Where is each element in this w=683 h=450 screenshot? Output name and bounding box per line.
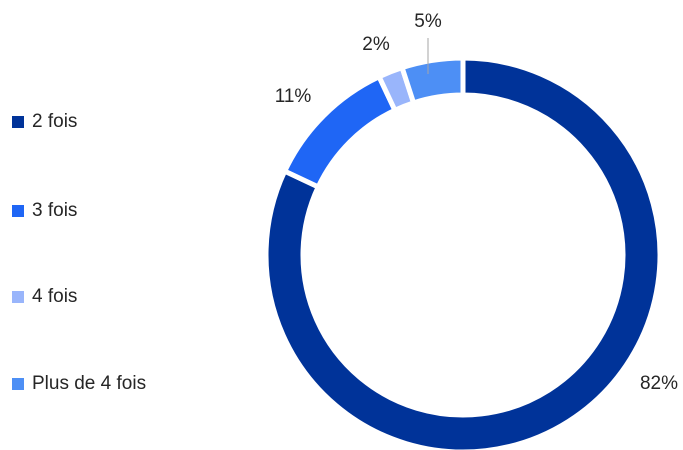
data-label: 2% <box>362 34 390 55</box>
legend-label: 4 fois <box>32 286 77 307</box>
legend-swatch <box>12 116 24 128</box>
legend-label: 3 fois <box>32 200 77 221</box>
data-label: 82% <box>640 373 678 394</box>
data-label: 11% <box>275 86 312 107</box>
legend-swatch <box>12 378 24 390</box>
donut-slice <box>398 55 466 106</box>
legend-label: 2 fois <box>32 111 77 132</box>
legend-swatch <box>12 291 24 303</box>
donut-slice <box>263 55 663 450</box>
legend-swatch <box>12 205 24 217</box>
legend-label: Plus de 4 fois <box>32 373 146 394</box>
data-label: 5% <box>414 11 442 32</box>
